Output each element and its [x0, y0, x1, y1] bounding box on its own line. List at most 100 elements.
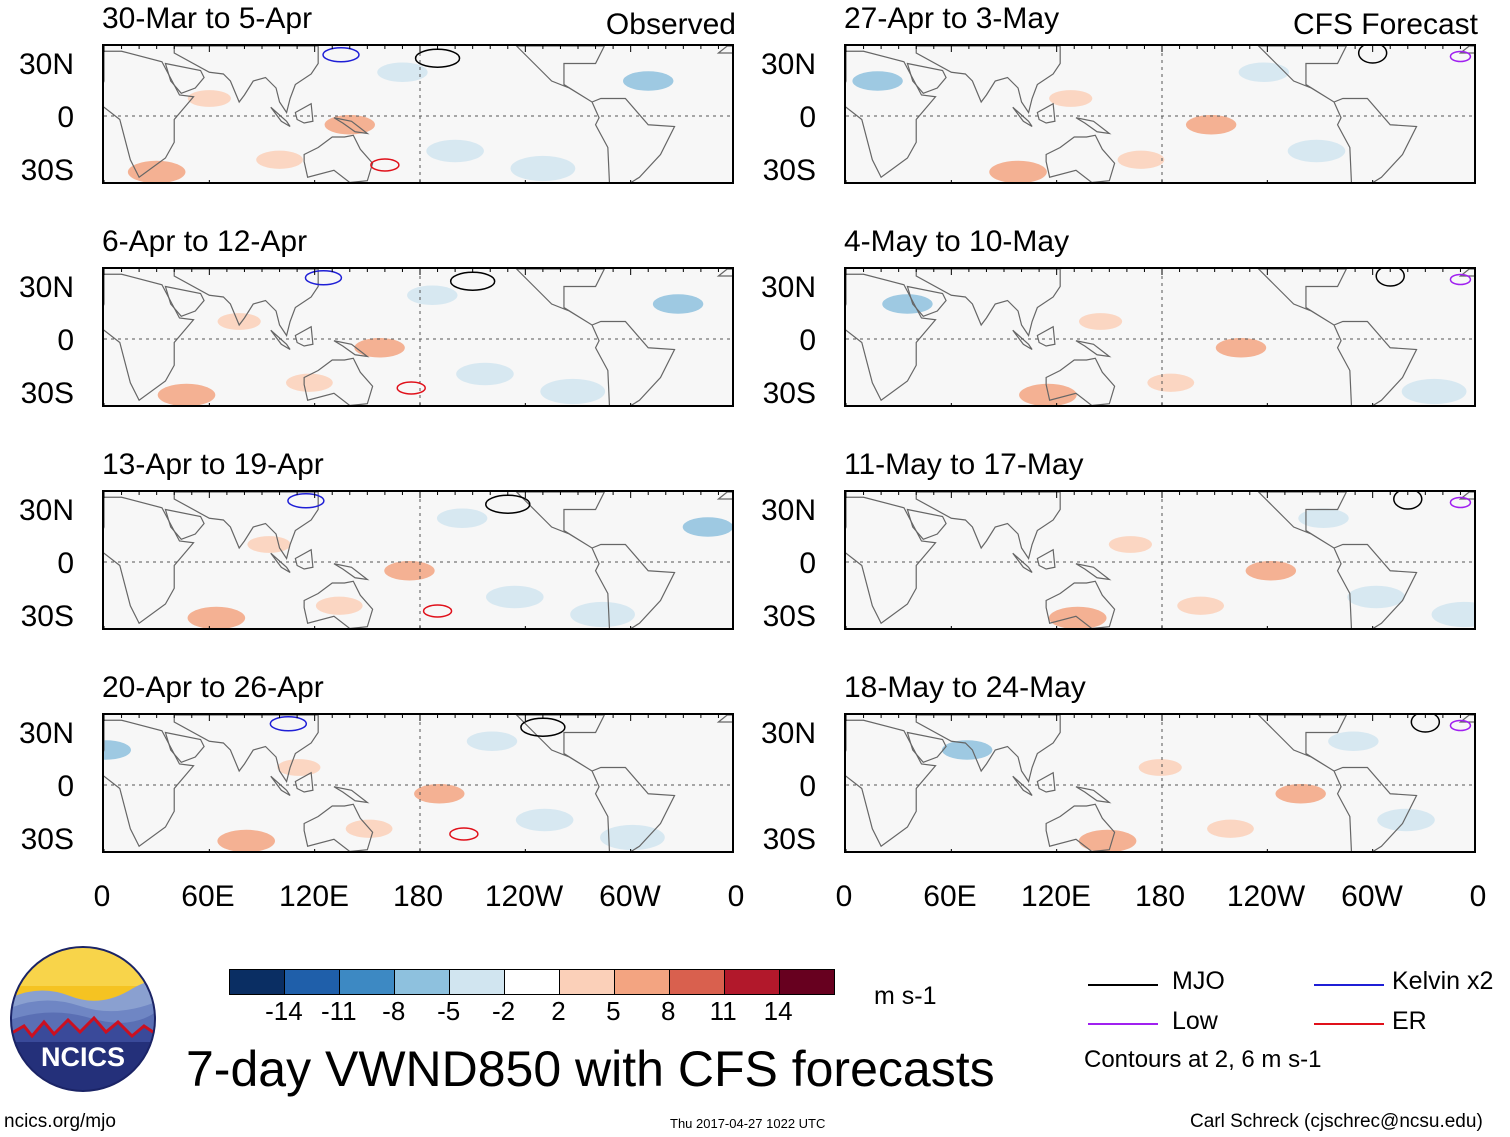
coastline — [1075, 340, 1112, 358]
kelvin-legend-line — [1314, 984, 1384, 986]
coastline — [104, 50, 195, 179]
coastline — [104, 719, 195, 848]
lat-label: 30N — [18, 494, 74, 527]
lat-label: 30N — [760, 494, 816, 527]
lat-label: 30N — [760, 717, 816, 750]
panel-title: 4-May to 10-May — [844, 225, 1070, 258]
wind-map — [846, 492, 1474, 628]
colorbar-swatch — [505, 970, 560, 994]
coastline — [716, 492, 732, 500]
lon-label: 60E — [181, 880, 235, 913]
footer-author[interactable]: Carl Schreck (cjschrec@ncsu.edu) — [1190, 1111, 1483, 1132]
wind-shading — [187, 606, 246, 628]
colorbar — [229, 969, 835, 995]
colorbar-tick-label: 5 — [606, 996, 621, 1026]
coastline — [294, 325, 314, 347]
er-legend-line — [1314, 1023, 1384, 1025]
coastline — [104, 273, 195, 402]
lon-label: 0 — [835, 880, 853, 913]
coastline — [846, 273, 937, 402]
footer-url[interactable]: ncics.org/mjo — [4, 1111, 116, 1132]
colorbar-swatch — [615, 970, 670, 994]
coastline — [1075, 117, 1112, 135]
coastline — [1257, 269, 1418, 405]
wind-shading — [1238, 62, 1290, 83]
kelvin-legend-label: Kelvin x2 — [1392, 967, 1494, 995]
colorbar-swatch — [780, 970, 834, 994]
wind-shading — [1108, 536, 1152, 553]
wind-shading — [414, 783, 465, 804]
mjo-contour — [1410, 715, 1441, 733]
coastline — [846, 719, 937, 848]
wind-shading — [277, 759, 321, 776]
wind-shading — [1275, 783, 1326, 804]
wind-shading — [256, 150, 303, 169]
lon-label: 120E — [1020, 880, 1092, 913]
coastline — [173, 269, 319, 337]
wind-shading — [682, 517, 732, 537]
lon-label: 60E — [923, 880, 977, 913]
wind-shading — [456, 362, 514, 386]
wind-shading — [1377, 808, 1435, 832]
coastline — [1036, 771, 1056, 793]
wind-shading — [486, 585, 544, 609]
coastline — [1012, 329, 1033, 351]
wind-shading — [510, 155, 576, 182]
colorbar-swatch — [395, 970, 450, 994]
wind-map — [846, 715, 1474, 851]
lat-label: 30S — [20, 823, 74, 856]
colorbar-tick-label: -2 — [491, 996, 516, 1026]
lon-label: 120W — [484, 880, 564, 913]
coastline — [1045, 580, 1116, 628]
coastline — [906, 731, 947, 763]
coastline — [1458, 492, 1474, 500]
coastline — [164, 62, 205, 94]
map-panel-forecast-2 — [844, 267, 1476, 407]
footer-timestamp: Thu 2017-04-27 1022 UTC — [670, 1116, 826, 1131]
colorbar-tick-label: 8 — [661, 996, 676, 1026]
coastline — [303, 803, 374, 851]
coastline — [333, 117, 370, 135]
wind-shading — [652, 294, 704, 314]
coastline — [303, 580, 374, 628]
wind-shading — [1078, 829, 1137, 851]
coastline — [915, 269, 1061, 337]
er-legend-label: ER — [1392, 1007, 1427, 1035]
coastline — [1012, 552, 1033, 574]
lat-label: 30N — [18, 48, 74, 81]
coastline — [164, 285, 205, 317]
wind-shading — [1185, 114, 1237, 135]
er-contour — [422, 604, 453, 618]
colorbar-swatch — [285, 970, 340, 994]
wind-shading — [1328, 731, 1379, 752]
wind-map — [104, 715, 732, 851]
wind-shading — [377, 62, 428, 83]
main-title: 7-day VWND850 with CFS forecasts — [186, 1041, 995, 1097]
colorbar-swatch — [670, 970, 725, 994]
coastline — [303, 357, 374, 405]
coastline — [104, 496, 195, 625]
lat-label: 30S — [20, 600, 74, 633]
wind-shading — [1298, 508, 1349, 529]
panel-title: 30-Mar to 5-Apr — [102, 2, 313, 35]
forecast-tag: CFS Forecast — [1292, 8, 1478, 41]
wind-shading — [1177, 596, 1225, 615]
wind-shading — [315, 596, 363, 615]
wind-shading — [540, 378, 606, 405]
coastline — [915, 715, 1061, 783]
mjo-legend-label: MJO — [1172, 967, 1225, 995]
coastline — [1257, 715, 1418, 851]
coastline — [1036, 102, 1056, 124]
coastline — [333, 340, 370, 358]
coastline — [515, 269, 676, 405]
coastline — [1257, 46, 1418, 182]
mjo-contour — [1357, 46, 1388, 64]
low-legend-line — [1088, 1023, 1158, 1025]
wind-shading — [1215, 337, 1267, 358]
wind-map — [846, 46, 1474, 182]
coastline — [333, 563, 370, 581]
coastline — [515, 492, 676, 628]
coastline — [716, 269, 732, 277]
coastline — [915, 492, 1061, 560]
mjo-contour — [1393, 492, 1423, 510]
